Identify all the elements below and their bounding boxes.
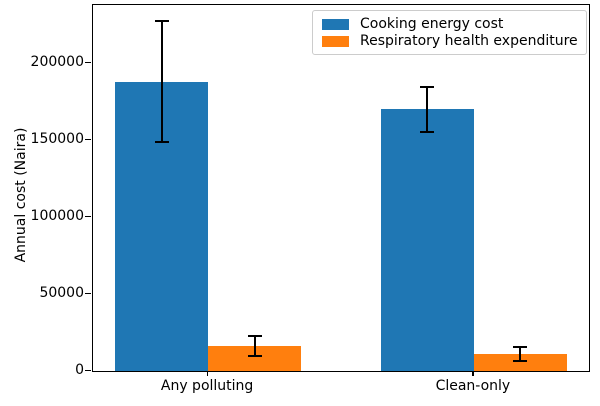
- legend: Cooking energy cost Respiratory health ex…: [312, 10, 587, 55]
- error-bar-cap-bottom: [420, 130, 435, 133]
- error-bar-cap-top: [154, 20, 169, 23]
- y-tick-mark: [85, 215, 91, 218]
- error-bar-cap-top: [247, 335, 262, 338]
- legend-swatch: [322, 19, 349, 30]
- error-bar-line: [519, 347, 522, 361]
- plot-area: [92, 4, 590, 372]
- error-bar-line: [426, 86, 429, 132]
- x-tick-mark: [206, 371, 209, 376]
- bar-health-1: [473, 354, 567, 371]
- legend-item: Cooking energy cost: [322, 17, 578, 32]
- error-bar-cap-top: [420, 85, 435, 88]
- x-tick-mark: [472, 371, 474, 376]
- error-bar-line: [160, 21, 163, 142]
- y-axis-label: Annual cost (Naira): [13, 127, 29, 263]
- y-tick-mark: [85, 138, 91, 141]
- y-tick-label: 100000: [30, 208, 84, 225]
- error-bar-cap-bottom: [513, 359, 528, 362]
- error-bars-layer: [93, 5, 589, 371]
- y-tick-mark: [85, 292, 91, 294]
- y-tick-label: 0: [75, 362, 84, 378]
- y-tick-label: 50000: [39, 285, 84, 301]
- legend-item: Respiratory health expenditure: [322, 34, 578, 49]
- y-tick-mark: [85, 61, 91, 64]
- legend-label: Respiratory health expenditure: [360, 33, 578, 49]
- x-tick-label: Any polluting: [160, 378, 254, 394]
- bar-cooking-1: [380, 109, 474, 371]
- error-bar-line: [253, 336, 256, 357]
- y-tick-mark: [85, 369, 91, 371]
- x-tick-label: Clean-only: [435, 378, 511, 394]
- y-tick-label: 200000: [30, 54, 84, 71]
- legend-label: Cooking energy cost: [360, 16, 504, 32]
- y-tick-label: 150000: [30, 131, 84, 148]
- error-bar-cap-bottom: [154, 140, 169, 143]
- legend-swatch: [322, 36, 349, 47]
- error-bar-cap-bottom: [247, 355, 262, 358]
- error-bar-cap-top: [513, 346, 528, 349]
